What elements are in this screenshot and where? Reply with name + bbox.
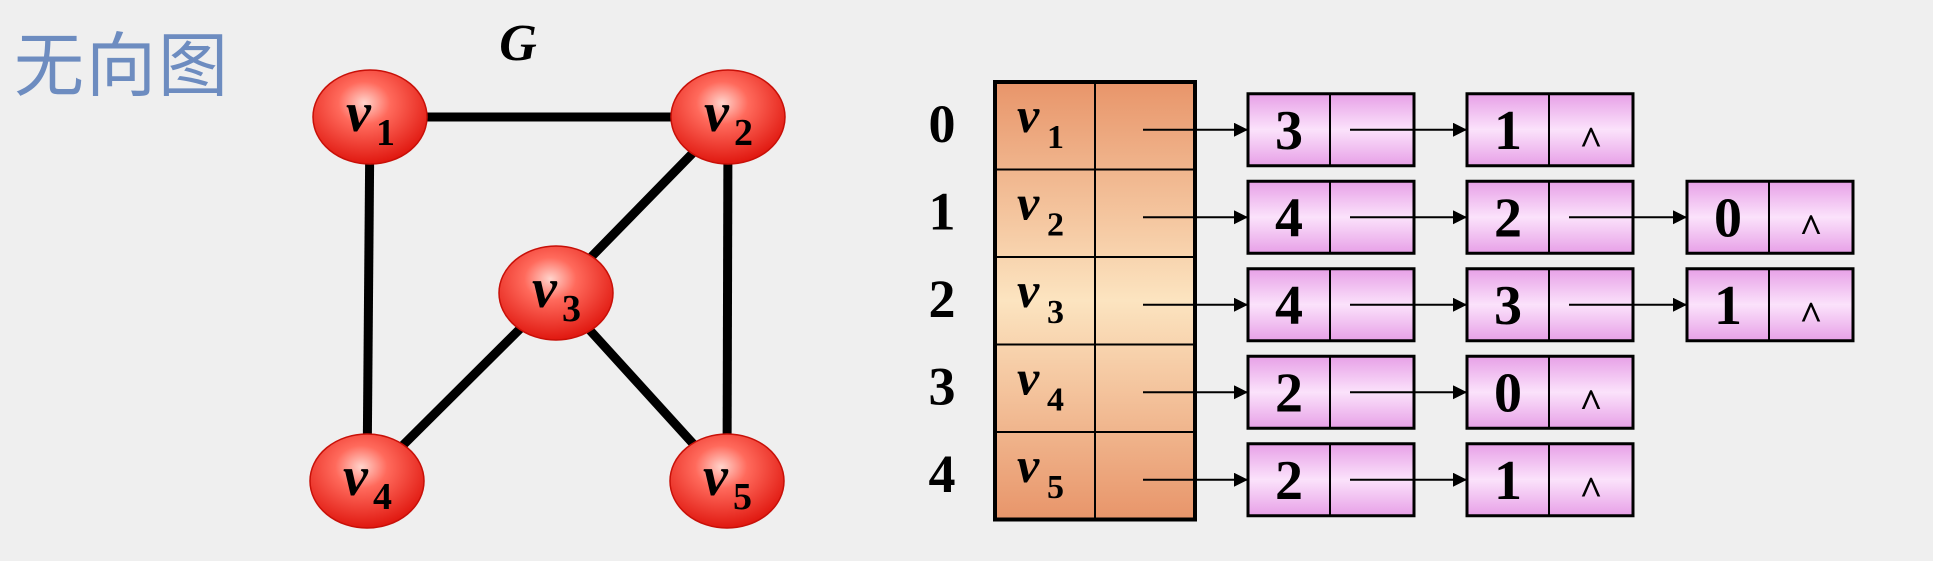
null-pointer-symbol: ^: [1579, 118, 1602, 163]
node-value: 2: [1494, 187, 1522, 249]
node-value: 1: [1494, 450, 1522, 512]
vertex-circle: [670, 69, 786, 165]
graph-vertices: v 1 v 2v 3v 4 v 5: [309, 69, 786, 529]
graph-label: G: [499, 15, 537, 72]
node-value: 2: [1275, 450, 1303, 512]
list-node: 3: [1465, 267, 1687, 343]
row-index: 1: [929, 181, 956, 241]
vertex-circle: [312, 69, 428, 165]
adj-row: 1 v 2 4 2 0 ^: [929, 168, 1855, 255]
edge-v1-v4: [362, 116, 375, 482]
null-pointer-symbol: ^: [1579, 468, 1602, 513]
adj-row: 2 v 3 4 3 1 ^: [929, 256, 1855, 343]
node-value: 3: [1275, 100, 1303, 162]
list-node: 3: [1246, 92, 1467, 168]
head-vertex-subscript: 2: [1047, 206, 1064, 243]
edge-v2-v5: [722, 116, 733, 482]
head-vertex-label: v: [1017, 349, 1040, 405]
node-value: 4: [1275, 187, 1303, 249]
row-index: 3: [929, 356, 956, 416]
list-node: 1 ^: [1465, 442, 1635, 518]
vertex-subscript: 5: [733, 476, 752, 518]
adj-row: 3 v 4 2 0 ^: [929, 343, 1635, 430]
node-value: 3: [1494, 275, 1522, 337]
head-vertex-label: v: [1017, 262, 1040, 318]
head-vertex-subscript: 3: [1047, 294, 1064, 331]
vertex-label: v: [343, 446, 369, 508]
list-node: 1 ^: [1685, 267, 1855, 343]
vertex-subscript: 1: [376, 112, 395, 154]
vertex-label: v: [346, 82, 372, 144]
node-value: 0: [1494, 362, 1522, 424]
adjacency-list: 0 v 1 3 1 ^1 v 2 4 2 0 ^2 v 3 4 3 1 ^3 v 4 2 0 ^4 v 5 2 1 ^: [929, 80, 1855, 522]
head-vertex-subscript: 1: [1047, 119, 1064, 156]
list-node: 2: [1465, 179, 1687, 255]
head-vertex-label: v: [1017, 87, 1040, 143]
vertex-label: v: [704, 82, 730, 144]
head-vertex-label: v: [1017, 174, 1040, 230]
head-vertex-label: v: [1017, 437, 1040, 493]
null-pointer-symbol: ^: [1799, 293, 1822, 338]
list-node: 1 ^: [1465, 92, 1635, 168]
node-value: 1: [1494, 100, 1522, 162]
list-node: 2: [1246, 442, 1467, 518]
head-vertex-subscript: 5: [1047, 469, 1064, 506]
vertex-label: v: [703, 446, 729, 508]
adj-row: 4 v 5 2 1 ^: [929, 431, 1635, 518]
node-value: 4: [1275, 275, 1303, 337]
list-node: 4: [1246, 179, 1467, 255]
null-pointer-symbol: ^: [1799, 205, 1822, 250]
list-node: 2: [1246, 354, 1467, 430]
node-value: 2: [1275, 362, 1303, 424]
vertex-subscript: 2: [734, 112, 753, 154]
row-index: 2: [929, 269, 956, 329]
row-index: 0: [929, 94, 956, 154]
vertex-circle: [669, 433, 785, 529]
node-value: 1: [1714, 275, 1742, 337]
node-value: 0: [1714, 187, 1742, 249]
head-vertex-subscript: 4: [1047, 381, 1064, 418]
null-pointer-symbol: ^: [1579, 380, 1602, 425]
page-title: 无向图: [14, 25, 230, 107]
vertex-subscript: 3: [562, 288, 581, 330]
list-node: 4: [1246, 267, 1467, 343]
vertex-circle: [309, 433, 425, 529]
vertex-label: v: [532, 258, 558, 320]
row-index: 4: [929, 444, 956, 504]
list-node: 0 ^: [1465, 354, 1635, 430]
vertex-circle: [498, 245, 614, 341]
vertex-subscript: 4: [373, 476, 392, 518]
list-node: 0 ^: [1685, 179, 1855, 255]
adj-row: 0 v 1 3 1 ^: [929, 87, 1635, 168]
